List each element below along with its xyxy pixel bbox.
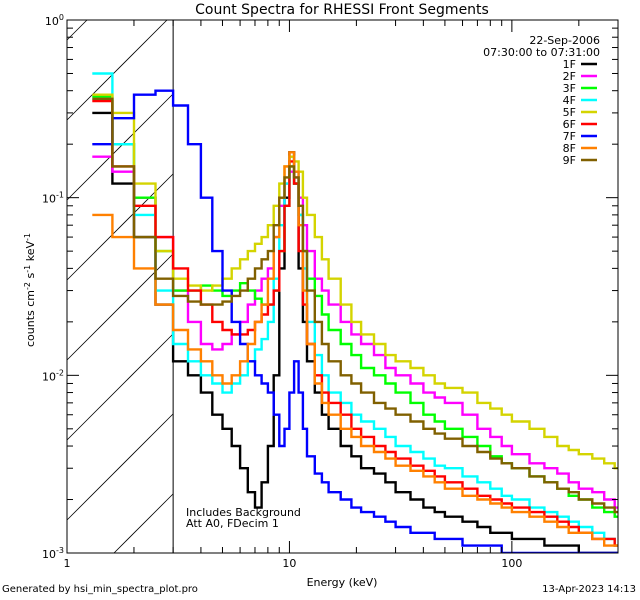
series-4F-line xyxy=(92,72,618,547)
legend-label-3F: 3F xyxy=(563,82,576,95)
chart-title: Count Spectra for RHESSI Front Segments xyxy=(195,2,489,18)
y-axis-label-exp1: -2 xyxy=(23,282,32,290)
spectrum-traces xyxy=(92,72,618,553)
hatch-line xyxy=(66,19,168,121)
legend-label-9F: 9F xyxy=(563,154,576,167)
legend-label-4F: 4F xyxy=(563,94,576,107)
background-hatch-region xyxy=(66,19,174,554)
date-label: 22-Sep-2006 xyxy=(529,34,600,47)
legend-label-6F: 6F xyxy=(563,118,576,131)
y-tick-base: 10 xyxy=(42,370,56,383)
series-8F-line xyxy=(92,151,618,547)
annotation-background: Includes Background xyxy=(186,506,301,519)
y-tick-label: 10-3 xyxy=(42,546,64,561)
y-tick-label: 100 xyxy=(45,13,64,28)
plot-frame xyxy=(66,19,619,554)
timestamp-label: 13-Apr-2023 14:13 xyxy=(542,584,636,595)
hatch-line xyxy=(66,19,88,41)
time-range-label: 07:30:00 to 07:31:00 xyxy=(483,46,600,59)
series-1F-line xyxy=(92,111,618,553)
y-axis-label-exp2: -1 xyxy=(23,265,32,273)
hatch-line xyxy=(66,413,174,521)
y-tick-label: 10-2 xyxy=(42,368,64,383)
series-2F-line xyxy=(92,155,618,509)
y-axis-label-exp3: -1 xyxy=(23,233,32,241)
generated-by-label: Generated by hsi_min_spectra_plot.pro xyxy=(2,584,198,595)
hatch-line xyxy=(66,173,174,281)
annotation-attenuator: Att A0, FDecim 1 xyxy=(186,517,279,530)
x-tick-label: 1 xyxy=(64,557,71,570)
y-axis-label-kev: keV xyxy=(24,241,37,265)
x-axis-label: Energy (keV) xyxy=(307,576,378,589)
hatch-line xyxy=(66,333,174,441)
y-tick-exponent: -2 xyxy=(56,368,64,377)
series-9F-line xyxy=(92,97,618,514)
hatch-line xyxy=(113,493,174,554)
y-tick-exponent: -3 xyxy=(56,546,64,555)
y-tick-base: 10 xyxy=(42,193,56,206)
legend-label-8F: 8F xyxy=(563,142,576,155)
series-5F-line xyxy=(92,93,618,470)
y-tick-label: 10-1 xyxy=(42,191,64,206)
series-7F-line xyxy=(92,89,618,553)
y-tick-base: 10 xyxy=(42,548,56,561)
legend-label-7F: 7F xyxy=(563,130,576,143)
y-tick-exponent: 0 xyxy=(59,13,64,22)
legend-label-5F: 5F xyxy=(563,106,576,119)
x-tick-label: 10 xyxy=(282,557,296,570)
series-6F-line xyxy=(92,99,618,547)
legend-label-1F: 1F xyxy=(563,58,576,71)
y-tick-base: 10 xyxy=(45,15,59,28)
legend-label-2F: 2F xyxy=(563,70,576,83)
y-axis-label: counts cm-2 s-1 keV-1 xyxy=(23,233,37,347)
hatch-line xyxy=(66,93,174,201)
y-axis-label-main: counts cm xyxy=(24,290,37,347)
y-axis-label-s: s xyxy=(24,272,37,281)
y-tick-exponent: -1 xyxy=(56,191,64,200)
hatch-line xyxy=(66,253,174,361)
series-3F-line xyxy=(92,95,618,518)
x-tick-label: 100 xyxy=(501,557,522,570)
